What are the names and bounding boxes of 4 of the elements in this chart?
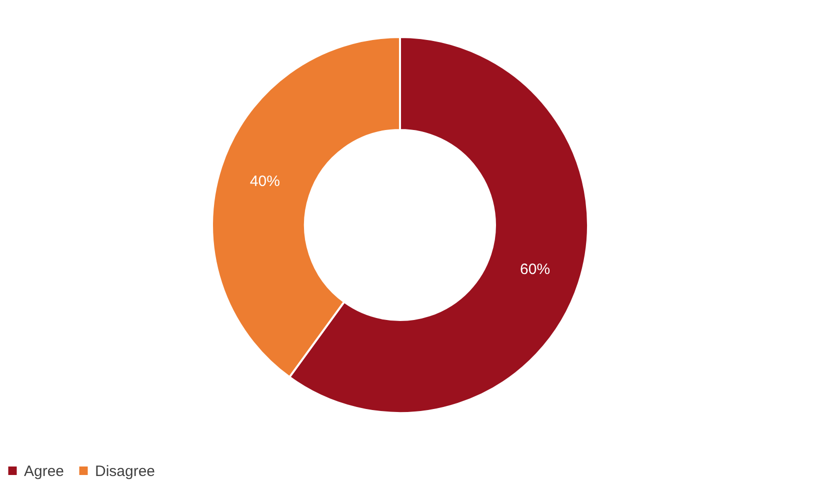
- data-label: 40%: [250, 173, 280, 190]
- data-label: 60%: [520, 260, 550, 278]
- legend-label: Disagree: [95, 462, 156, 480]
- legend-label: Agree: [24, 462, 64, 480]
